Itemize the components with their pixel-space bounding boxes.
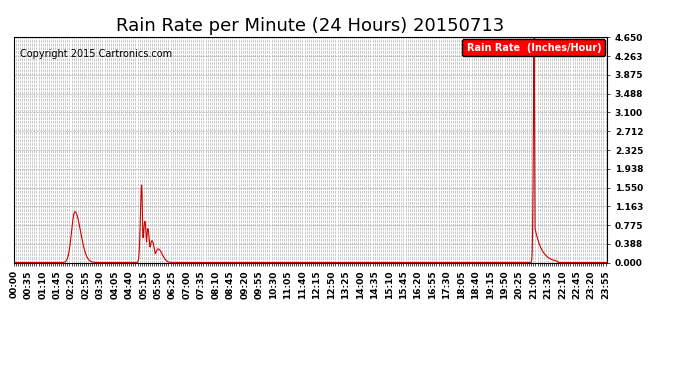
Legend: Rain Rate  (Inches/Hour): Rain Rate (Inches/Hour) (462, 39, 605, 56)
Text: Copyright 2015 Cartronics.com: Copyright 2015 Cartronics.com (20, 49, 172, 59)
Title: Rain Rate per Minute (24 Hours) 20150713: Rain Rate per Minute (24 Hours) 20150713 (117, 16, 504, 34)
